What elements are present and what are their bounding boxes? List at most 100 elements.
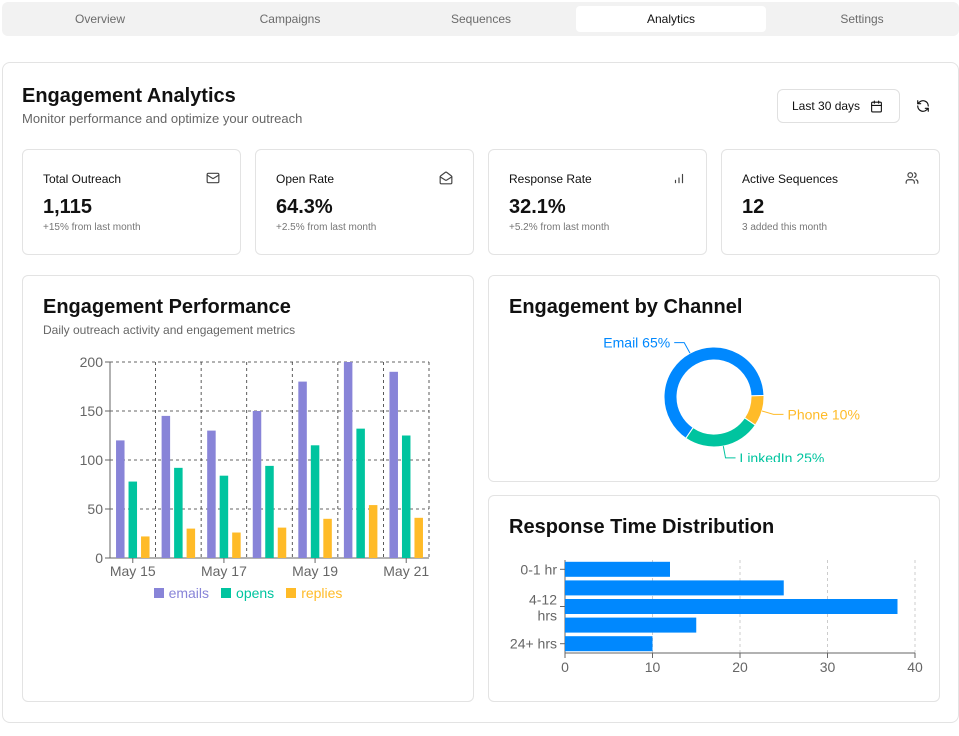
calendar-icon xyxy=(871,100,882,112)
legend-swatch xyxy=(221,588,232,598)
bar-emails xyxy=(207,430,216,558)
y-tick-label: 100 xyxy=(80,452,104,468)
legend-label: opens xyxy=(236,585,275,601)
legend-label: replies xyxy=(301,585,343,601)
response-time-bar xyxy=(565,636,653,652)
bar-opens xyxy=(265,465,274,558)
response-time-bar xyxy=(565,599,898,614)
stat-label: Total Outreach xyxy=(43,172,122,186)
chart-legend: emails opens replies xyxy=(23,585,473,601)
stat-label: Response Rate xyxy=(509,172,592,186)
card-title: Engagement by Channel xyxy=(509,296,743,318)
donut-slice xyxy=(663,346,765,440)
x-tick-label: 30 xyxy=(820,659,836,675)
bar-opens xyxy=(128,481,138,558)
legend-label: emails xyxy=(168,585,210,601)
x-tick-label: May 17 xyxy=(201,563,247,579)
y-tick-label: 24+ hrs xyxy=(510,636,557,652)
stat-card-total-outreach: Total Outreach 1,115 +15% from last mont… xyxy=(22,149,241,255)
legend-swatch xyxy=(153,588,164,598)
stat-card-open-rate: Open Rate 64.3% +2.5% from last month xyxy=(255,149,474,255)
bar-opens xyxy=(174,467,183,558)
y-tick-label: 50 xyxy=(87,501,103,517)
bar-opens xyxy=(356,428,365,558)
x-tick-label: 10 xyxy=(645,659,661,675)
tab-overview[interactable]: Overview xyxy=(74,12,125,26)
slice-label: Email 65% xyxy=(603,335,670,351)
tab-sequences[interactable]: Sequences xyxy=(450,12,512,26)
legend-swatch xyxy=(286,588,297,598)
chart-clip-bottom xyxy=(489,462,939,481)
bar-emails xyxy=(161,415,171,558)
stat-change: +2.5% from last month xyxy=(276,222,377,233)
tab-analytics[interactable]: Analytics xyxy=(576,6,766,32)
x-tick-label: 20 xyxy=(732,659,748,675)
donut-slice xyxy=(685,417,757,448)
response-time-bar xyxy=(565,580,784,596)
bar-replies xyxy=(141,536,150,558)
page-title: Engagement Analytics xyxy=(22,85,236,107)
legend-item-emails[interactable]: emails xyxy=(153,585,210,601)
bar-emails xyxy=(343,362,353,558)
response-time-bar xyxy=(565,617,697,633)
slice-label: Phone 10% xyxy=(788,406,860,422)
bar-emails xyxy=(252,411,262,558)
stat-value: 64.3% xyxy=(276,196,333,218)
engagement-bar-chart: 0 50 100 150 200 May 15 May 17 May 19 May 21 xyxy=(80,354,430,579)
engagement-performance-card: Engagement Performance Daily outreach ac… xyxy=(22,275,474,702)
x-tick-label: 40 xyxy=(907,659,923,675)
stat-change: 3 added this month xyxy=(742,222,828,233)
bar-replies xyxy=(232,532,241,558)
x-tick-label: May 15 xyxy=(110,563,156,579)
x-tick-label: 0 xyxy=(561,659,569,675)
card-title: Response Time Distribution xyxy=(509,516,775,538)
y-tick-label: 0-1 hr xyxy=(520,561,557,577)
bar-replies xyxy=(414,517,423,558)
legend-item-opens[interactable]: opens xyxy=(221,585,274,601)
slice-label: LinkedIn 25% xyxy=(740,450,825,466)
bar-replies xyxy=(186,528,196,558)
legend-item-replies[interactable]: replies xyxy=(286,585,342,601)
y-tick-label: 4-12 xyxy=(529,592,557,608)
bar-chart-icon xyxy=(674,173,684,184)
x-tick-label: May 21 xyxy=(383,563,429,579)
stat-card-active-sequences: Active Sequences 12 3 added this month xyxy=(721,149,940,255)
slice-label-line xyxy=(674,342,691,354)
tab-campaigns[interactable]: Campaigns xyxy=(259,12,321,26)
stat-value: 12 xyxy=(742,196,765,218)
stat-value: 1,115 xyxy=(43,196,92,218)
y-tick-label: 200 xyxy=(80,354,104,370)
bar-replies xyxy=(368,505,378,558)
bar-emails xyxy=(116,440,125,558)
channel-donut-chart: Email 65% Phone 10% LinkedIn 25% xyxy=(489,276,939,481)
y-tick-label: hrs xyxy=(538,608,557,624)
users-icon xyxy=(905,172,919,184)
chart-clip-top xyxy=(489,276,939,332)
stat-value: 32.1% xyxy=(509,196,566,218)
y-tick-label: 150 xyxy=(80,403,104,419)
bar-replies xyxy=(277,527,287,558)
refresh-button[interactable] xyxy=(910,93,936,119)
y-tick-label: 0 xyxy=(95,550,103,566)
bar-opens xyxy=(219,475,229,558)
response-time-card: Response Time Distribution 0 10 20 30 40 0-1 … xyxy=(488,495,940,702)
stat-card-response-rate: Response Rate 32.1% +5.2% from last mont… xyxy=(488,149,707,255)
stat-label: Active Sequences xyxy=(742,172,839,186)
stat-change: +15% from last month xyxy=(43,222,141,233)
tab-settings[interactable]: Settings xyxy=(840,12,884,26)
x-tick-label: May 19 xyxy=(292,563,338,579)
card-subtitle: Daily outreach activity and engagement m… xyxy=(43,323,296,337)
mail-icon xyxy=(206,172,220,184)
bar-opens xyxy=(401,435,411,558)
page-subtitle: Monitor performance and optimize your ou… xyxy=(22,111,303,126)
tab-bar: Overview Campaigns Sequences Analytics S… xyxy=(2,2,959,36)
bar-emails xyxy=(298,381,307,558)
bar-opens xyxy=(310,445,320,558)
bar-replies xyxy=(323,518,332,558)
date-range-button[interactable]: Last 30 days xyxy=(777,89,900,123)
refresh-icon xyxy=(917,100,929,112)
mail-open-icon xyxy=(439,171,453,185)
slice-label-line xyxy=(722,446,736,459)
stat-change: +5.2% from last month xyxy=(509,222,610,233)
